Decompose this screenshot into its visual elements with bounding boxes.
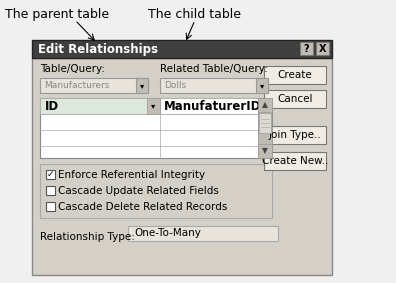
Text: ManufaturerID: ManufaturerID	[164, 100, 261, 113]
Bar	[258, 98, 272, 112]
Text: Cancel: Cancel	[277, 94, 313, 104]
Bar	[147, 98, 160, 114]
Text: Relationship Type:: Relationship Type:	[40, 232, 135, 242]
Bar	[40, 78, 148, 93]
Text: Join Type..: Join Type..	[268, 130, 322, 140]
Bar	[40, 98, 160, 114]
Text: Dolls: Dolls	[164, 81, 186, 90]
Bar	[258, 98, 272, 158]
Text: ▾: ▾	[151, 102, 156, 110]
Text: Enforce Referential Integrity: Enforce Referential Integrity	[58, 170, 205, 179]
Bar	[160, 78, 268, 93]
Bar	[264, 90, 326, 108]
Text: ✓: ✓	[47, 170, 54, 179]
Text: Cascade Delete Related Records: Cascade Delete Related Records	[58, 201, 227, 211]
Bar	[32, 40, 332, 58]
Text: The parent table: The parent table	[5, 8, 109, 21]
Bar	[32, 58, 332, 275]
Text: The child table: The child table	[148, 8, 241, 21]
Text: One-To-Many: One-To-Many	[134, 228, 201, 239]
Text: Create: Create	[278, 70, 312, 80]
Bar	[259, 113, 271, 133]
Text: Create New..: Create New..	[262, 156, 328, 166]
Bar	[160, 98, 258, 114]
Bar	[128, 226, 278, 241]
Bar	[256, 78, 268, 93]
Text: ID: ID	[45, 100, 59, 113]
Bar	[264, 152, 326, 170]
Text: ▾: ▾	[140, 81, 144, 90]
Bar	[300, 42, 313, 55]
Text: Related Table/Query:: Related Table/Query:	[160, 64, 268, 74]
Bar	[46, 170, 55, 179]
Text: ?: ?	[304, 44, 309, 54]
Text: Table/Query:: Table/Query:	[40, 64, 105, 74]
Text: Cascade Update Related Fields: Cascade Update Related Fields	[58, 185, 219, 196]
Bar	[136, 78, 148, 93]
Text: ▲: ▲	[262, 100, 268, 110]
Bar	[264, 66, 326, 84]
Text: Manufacturers: Manufacturers	[44, 81, 109, 90]
Text: ▾: ▾	[260, 81, 264, 90]
Bar	[40, 164, 272, 218]
Bar	[264, 126, 326, 144]
Text: ▼: ▼	[262, 147, 268, 155]
Bar	[316, 42, 329, 55]
Text: Edit Relationships: Edit Relationships	[38, 42, 158, 55]
Bar	[46, 202, 55, 211]
Bar	[258, 144, 272, 158]
Bar	[40, 98, 272, 158]
Text: X: X	[319, 44, 326, 54]
Bar	[46, 186, 55, 195]
